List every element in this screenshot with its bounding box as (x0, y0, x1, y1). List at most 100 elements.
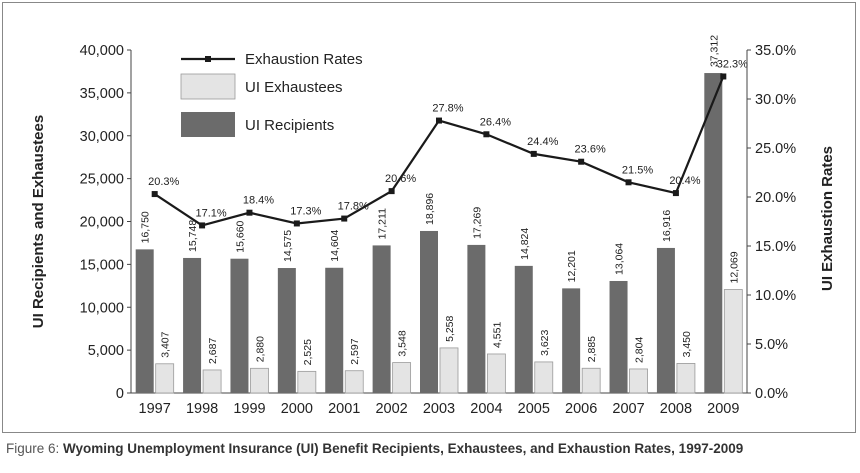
label-exhaustion-rate: 32.3% (717, 58, 748, 70)
bar-exhaustees (250, 367, 269, 394)
label-recipients: 15,748 (187, 220, 199, 252)
point-exhaustion-rate (246, 209, 253, 216)
point-exhaustion-rate (388, 188, 395, 195)
bar-recipients (372, 245, 391, 393)
label-exhaustion-rate: 20.3% (148, 176, 179, 188)
x-tick-label: 2009 (707, 401, 739, 417)
label-recipients: 15,660 (234, 220, 246, 252)
point-exhaustion-rate (530, 150, 537, 157)
y-tick-label: 25,000 (80, 172, 124, 188)
legend-swatch-recipients (181, 112, 235, 137)
y2-tick-label: 5.0% (755, 337, 788, 353)
bar-recipients (420, 230, 438, 393)
y-tick-label: 30,000 (80, 129, 124, 145)
label-recipients: 17,211 (377, 208, 389, 239)
label-exhaustees: 5,258 (444, 315, 456, 341)
figure-caption: Figure 6: Wyoming Unemployment Insurance… (6, 441, 743, 456)
bar-exhaustees (676, 363, 696, 394)
label-exhaustees: 12,069 (728, 251, 740, 283)
bar-exhaustees (534, 361, 554, 394)
bar-exhaustees (392, 362, 412, 394)
label-exhaustees: 3,407 (160, 331, 172, 357)
label-recipients: 17,269 (471, 207, 483, 239)
x-tick-label: 1998 (186, 401, 218, 417)
label-exhaustees: 2,687 (207, 338, 219, 364)
label-exhaustees: 3,548 (397, 330, 409, 356)
x-tick-label: 2002 (375, 401, 407, 417)
caption-lead: Figure 6: (6, 441, 60, 456)
line-exhaustion-rates (154, 76, 725, 227)
point-exhaustion-rate (341, 215, 348, 222)
point-exhaustion-rate (199, 222, 206, 229)
label-recipients: 16,916 (661, 210, 673, 242)
x-tick-label: 2005 (518, 401, 550, 417)
y2-tick-label: 30.0% (755, 92, 796, 108)
label-exhaustion-rate: 23.6% (575, 144, 606, 156)
label-exhaustion-rate: 24.4% (527, 136, 558, 148)
y-tick-label: 10,000 (80, 300, 124, 316)
x-tick-label: 2001 (328, 401, 360, 417)
bar-recipients (704, 73, 723, 394)
x-tick-label: 2008 (660, 401, 692, 417)
label-exhaustion-rate: 17.1% (195, 207, 226, 219)
bar-exhaustees (486, 353, 506, 394)
bar-exhaustees (439, 347, 459, 394)
x-tick-label: 2006 (565, 401, 597, 417)
label-exhaustees: 4,551 (491, 322, 503, 348)
label-exhaustion-rate: 21.5% (622, 164, 653, 176)
legend-line-marker (205, 56, 211, 62)
y2-tick-label: 35.0% (755, 43, 796, 59)
y2-axis-title: UI Exhaustion Rates (819, 146, 836, 291)
y2-tick-label: 0.0% (755, 386, 788, 402)
chart-frame: 0 5,000 10,000 15,000 20,000 25,000 30,000 35,0… (2, 2, 856, 433)
bar-recipients (230, 258, 249, 393)
label-exhaustees: 3,623 (539, 329, 551, 355)
y-tick-label: 40,000 (80, 43, 124, 59)
bar-recipients (135, 249, 154, 393)
label-recipients: 16,750 (140, 211, 152, 243)
bar-exhaustees (581, 367, 601, 394)
label-exhaustion-rate: 17.8% (338, 201, 369, 213)
bar-exhaustees (629, 368, 648, 394)
point-exhaustion-rate (672, 190, 679, 197)
label-recipients: 18,896 (424, 193, 436, 225)
point-exhaustion-rate (720, 73, 727, 80)
label-recipients: 14,824 (519, 228, 531, 260)
bar-exhaustees (344, 370, 364, 394)
y-tick-label: 20,000 (80, 215, 124, 231)
chart-svg: 0 5,000 10,000 15,000 20,000 25,000 30,000 35,0… (30, 35, 836, 417)
bar-recipients (609, 280, 628, 393)
point-exhaustion-rate (578, 158, 585, 165)
y-tick-label: 0 (116, 386, 124, 402)
y2-tick-label: 15.0% (755, 239, 796, 255)
point-exhaustion-rate (483, 131, 490, 138)
point-exhaustion-rate (293, 220, 300, 227)
bar-recipients (656, 247, 675, 393)
x-tick-label: 2003 (423, 401, 455, 417)
label-exhaustees: 2,597 (349, 338, 361, 364)
point-exhaustion-rate (436, 117, 442, 124)
label-exhaustion-rate: 18.4% (243, 195, 274, 207)
label-exhaustion-rate: 17.3% (290, 205, 321, 217)
bar-exhaustees (155, 363, 175, 394)
y-tick-label: 5,000 (88, 343, 124, 359)
label-recipients: 13,064 (614, 243, 626, 275)
y2-tick-label: 10.0% (755, 288, 796, 304)
bar-recipients (183, 257, 202, 393)
x-tick-label: 2000 (281, 401, 313, 417)
bar-exhaustees (202, 369, 222, 394)
label-exhaustion-rate: 27.8% (432, 103, 463, 115)
point-exhaustion-rate (625, 179, 632, 186)
label-exhaustees: 2,885 (586, 336, 598, 362)
y2-tick-label: 20.0% (755, 190, 796, 206)
label-exhaustees: 2,880 (254, 336, 266, 362)
bar-recipients (514, 265, 533, 393)
label-exhaustion-rate: 26.4% (480, 116, 511, 128)
bar-recipients (325, 267, 344, 393)
label-exhaustees: 3,450 (681, 331, 693, 357)
label-recipients: 37,312 (708, 35, 720, 67)
label-exhaustion-rate: 20.6% (385, 173, 416, 185)
point-exhaustion-rate (151, 191, 158, 198)
label-exhaustion-rate: 20.4% (669, 175, 700, 187)
x-tick-label: 2007 (612, 401, 644, 417)
